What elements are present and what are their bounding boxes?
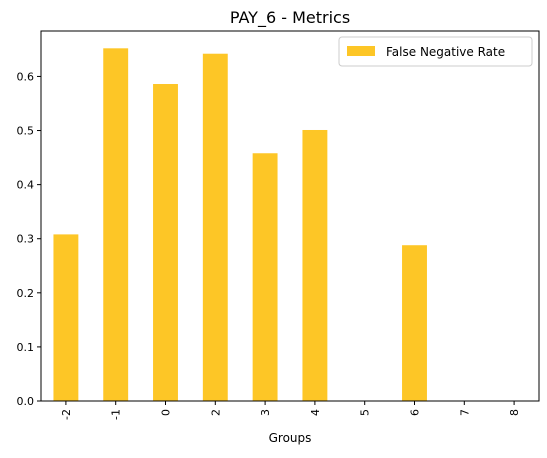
y-tick-label-0.5: 0.5 — [17, 125, 35, 138]
legend-label: False Negative Rate — [386, 45, 505, 59]
y-tick-label-0.2: 0.2 — [17, 287, 35, 300]
bar-6 — [402, 245, 427, 401]
plot-frame — [40, 30, 540, 402]
x-tick-label--2: -2 — [60, 409, 73, 420]
bar-0 — [153, 84, 178, 402]
x-tick-label-8: 8 — [508, 409, 521, 416]
x-tick-label-5: 5 — [359, 409, 372, 416]
bar-3 — [252, 153, 278, 401]
legend-frame — [338, 36, 533, 67]
bar-4 — [302, 129, 328, 402]
legend-swatch — [347, 46, 375, 56]
x-tick-label-0: 0 — [160, 409, 173, 416]
chart-title: PAY_6 - Metrics — [230, 8, 350, 28]
x-axis-label: Groups — [269, 431, 312, 445]
bar-2 — [202, 53, 228, 401]
y-axis: 0.0 0.1 0.2 0.3 0.4 0.5 0.6 — [17, 70, 41, 408]
bar--1 — [103, 48, 129, 402]
y-tick-label-0.0: 0.0 — [17, 395, 35, 408]
bars-group — [53, 48, 427, 402]
y-tick-label-0.6: 0.6 — [17, 70, 35, 83]
x-tick-label--1: -1 — [110, 409, 123, 420]
legend: False Negative Rate — [338, 36, 533, 67]
x-tick-label-6: 6 — [409, 409, 422, 416]
x-axis: -2 -1 0 2 3 4 5 6 7 8 — [60, 401, 521, 420]
y-tick-label-0.1: 0.1 — [17, 341, 35, 354]
y-tick-label-0.3: 0.3 — [17, 233, 35, 246]
x-tick-label-7: 7 — [458, 409, 471, 416]
y-tick-label-0.4: 0.4 — [17, 179, 35, 192]
x-tick-label-4: 4 — [309, 409, 322, 416]
bar--2 — [53, 234, 79, 401]
x-tick-label-3: 3 — [259, 409, 272, 416]
x-tick-label-2: 2 — [209, 409, 222, 416]
